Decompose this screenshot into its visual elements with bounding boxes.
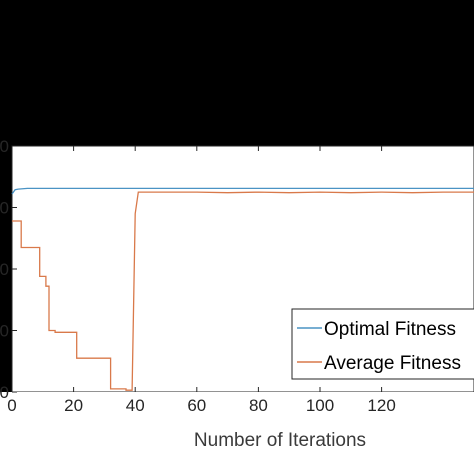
x-tick-label: 40 (126, 396, 145, 415)
legend: Optimal Fitness Average Fitness (291, 308, 474, 380)
x-axis-title: Number of Iterations (194, 430, 366, 451)
x-tick-label: 0 (7, 396, 16, 415)
series-line-average-fitness (12, 191, 474, 391)
x-tick-label: 80 (249, 396, 268, 415)
x-tick-label: 20 (64, 396, 83, 415)
x-tick-label: 120 (367, 396, 395, 415)
series-line-optimal-fitness (11, 187, 474, 195)
y-tick-label: 0 (0, 137, 9, 156)
y-tick-label: 0 (0, 322, 9, 341)
legend-label-optimal-fitness: Optimal Fitness (324, 319, 456, 340)
y-tick-label: 0 (0, 260, 9, 279)
y-tick-label: 0 (0, 383, 9, 402)
x-tick-label: 60 (187, 396, 206, 415)
x-tick-label: 100 (306, 396, 334, 415)
series-layer (11, 187, 474, 391)
y-tick-label: 0 (0, 199, 9, 218)
legend-box (291, 308, 474, 380)
x-axis-area (0, 392, 474, 474)
legend-label-average-fitness: Average Fitness (324, 353, 461, 374)
